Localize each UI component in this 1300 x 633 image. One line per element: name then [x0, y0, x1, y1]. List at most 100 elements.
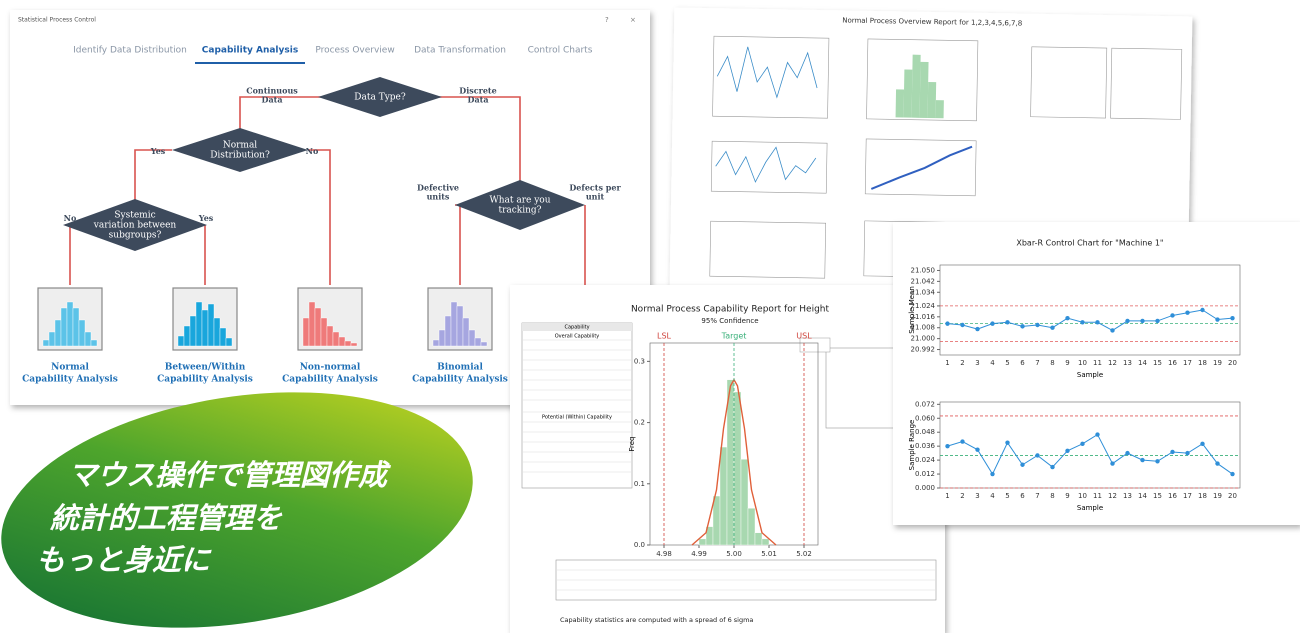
- x-tick-label: 14: [1138, 492, 1147, 500]
- tab[interactable]: Capability Analysis: [202, 46, 298, 56]
- outcome-icon-bar: [48, 331, 56, 347]
- y-tick-label: 0.048: [915, 428, 935, 436]
- outcome-icon-bar: [225, 337, 233, 347]
- flow-connector: [134, 149, 172, 210]
- outcome-icon-bar: [444, 315, 452, 347]
- outcome-icon-bar: [42, 339, 50, 347]
- data-point: [1095, 320, 1100, 325]
- outcome-icon-bar: [462, 317, 470, 347]
- control-chart-report: Xbar-R Control Chart for "Machine 1" 20.…: [893, 222, 1300, 525]
- x-tick-label: 1: [945, 492, 949, 500]
- edge-label: No: [64, 213, 77, 223]
- outcome-icon-bar: [474, 337, 482, 347]
- data-point: [1215, 461, 1220, 466]
- node-label: tracking?: [498, 206, 541, 216]
- thumbnail-bars: [895, 54, 944, 119]
- outcome-icon-bar: [314, 307, 322, 347]
- histogram-bar: [698, 538, 707, 546]
- table-header: Overall Capability: [555, 334, 600, 340]
- data-point: [1170, 313, 1175, 318]
- data-point: [1005, 440, 1010, 445]
- data-point: [1110, 461, 1115, 466]
- x-tick-label: 17: [1183, 492, 1192, 500]
- x-tick-label: 16: [1168, 359, 1177, 367]
- histogram-bar: [747, 508, 756, 546]
- x-tick-label: 20: [1228, 359, 1237, 367]
- x-tick-label: 4.98: [656, 550, 672, 558]
- report-title: Xbar-R Control Chart for "Machine 1": [1016, 239, 1163, 248]
- y-tick-label: 20.992: [911, 346, 936, 354]
- outcome-label: Capability Analysis: [412, 375, 508, 385]
- data-point: [945, 321, 950, 326]
- y-tick-label: 0.1: [634, 480, 645, 488]
- tab[interactable]: Control Charts: [528, 46, 593, 56]
- edge-label: unit: [586, 192, 605, 202]
- outcome-icon-bar: [438, 329, 446, 347]
- x-tick-label: 15: [1153, 492, 1162, 500]
- data-point: [1140, 318, 1145, 324]
- x-tick-label: 5: [1005, 492, 1009, 500]
- x-tick-label: 9: [1065, 359, 1069, 367]
- edge-label: Discrete: [459, 86, 496, 96]
- x-tick-label: 6: [1020, 359, 1025, 367]
- outcome-label: Normal: [51, 363, 89, 373]
- x-tick-label: 13: [1123, 492, 1132, 500]
- data-point: [1005, 320, 1010, 325]
- data-point: [990, 321, 995, 326]
- x-tick-label: 2: [960, 492, 964, 500]
- table-header: Potential (Within) Capability: [542, 415, 612, 421]
- x-tick-label: 11: [1093, 359, 1102, 367]
- edge-label: Yes: [150, 146, 166, 156]
- edge-label: Yes: [198, 213, 214, 223]
- x-tick-label: 5.00: [726, 550, 742, 558]
- data-point: [945, 443, 950, 449]
- x-tick-label: 10: [1078, 492, 1087, 500]
- outcome-icon-bar: [195, 301, 203, 347]
- y-tick-label: 21.016: [911, 313, 936, 321]
- data-point: [1035, 453, 1040, 458]
- decision-node: [455, 180, 585, 230]
- spec-label: USL: [796, 332, 812, 341]
- histogram-bar: [754, 532, 763, 546]
- data-point: [960, 439, 965, 444]
- outcome-icon-bar: [450, 301, 458, 347]
- data-point: [1155, 318, 1160, 324]
- y-tick-label: 0.060: [915, 414, 935, 422]
- outcome-icon-bar: [326, 325, 334, 347]
- outcome-icon-bar: [432, 339, 440, 347]
- tab[interactable]: Process Overview: [315, 46, 394, 56]
- tab[interactable]: Data Transformation: [414, 46, 506, 56]
- outcome-icon-bar: [350, 342, 358, 347]
- x-tick-label: 11: [1093, 492, 1102, 500]
- outcome-icon-bar: [219, 327, 227, 347]
- x-tick-label: 18: [1198, 359, 1207, 367]
- plot-area: [939, 264, 1241, 356]
- data-point: [1125, 450, 1130, 456]
- stats-table: Capability Overall Capability Potential …: [521, 322, 942, 601]
- data-point: [1065, 448, 1070, 454]
- outcome-icon-bar: [338, 336, 346, 347]
- outcome-icon-bar: [480, 341, 488, 347]
- y-tick-label: 21.034: [911, 288, 936, 296]
- help-button[interactable]: ?: [605, 16, 609, 24]
- capability-report: Normal Process Capability Report for Hei…: [510, 285, 945, 633]
- outcome-icon-bar: [189, 315, 197, 347]
- outcome-label: Binomial: [437, 363, 483, 373]
- x-tick-label: 20: [1228, 492, 1237, 500]
- close-button[interactable]: ×: [630, 16, 636, 24]
- data-point: [975, 326, 980, 332]
- report-subtitle: 95% Confidence: [701, 317, 758, 325]
- tab[interactable]: Identify Data Distribution: [73, 46, 187, 56]
- node-label: subgroups?: [109, 231, 162, 241]
- x-tick-label: 5.02: [796, 550, 812, 558]
- x-tick-label: 8: [1050, 359, 1054, 367]
- histogram-bar: [719, 446, 728, 546]
- node-label: Normal: [223, 141, 257, 151]
- x-tick-label: 15: [1153, 359, 1162, 367]
- data-point: [975, 447, 980, 452]
- outcome-icon-bar: [177, 335, 185, 347]
- outcome-icon-bar: [308, 301, 316, 347]
- data-point: [1170, 449, 1175, 455]
- data-point: [1125, 318, 1130, 324]
- data-point: [1095, 432, 1100, 437]
